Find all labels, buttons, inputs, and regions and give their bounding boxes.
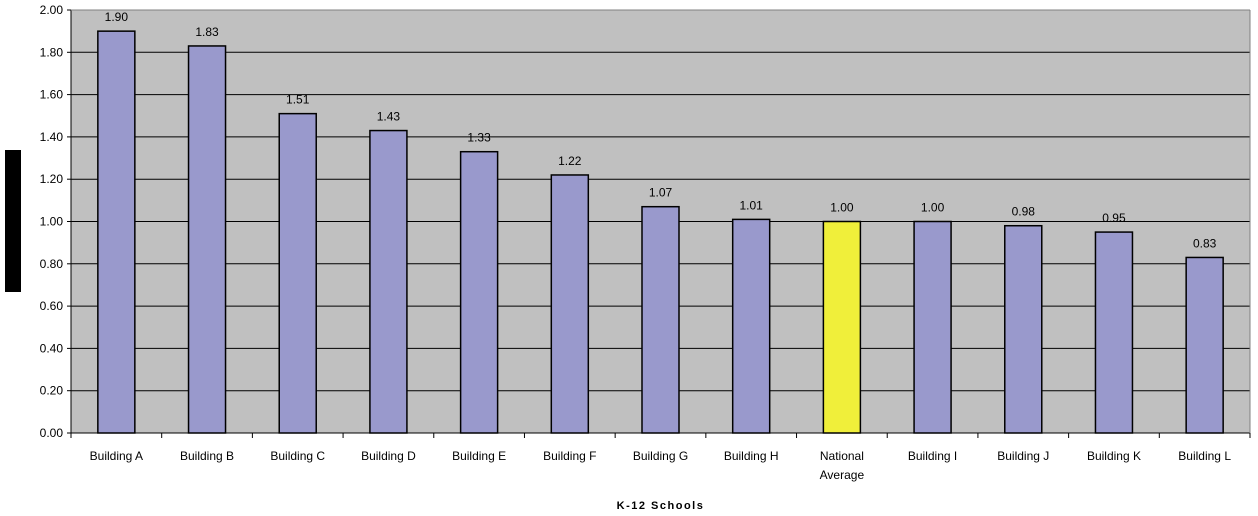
data-label: 1.51 (286, 93, 310, 107)
x-tick-label: Building E (452, 449, 506, 463)
y-tick-label: 1.00 (40, 215, 64, 229)
y-axis-ticks: 0.00 0.20 0.40 0.60 0.80 1.00 1.20 1.40 1.60 1.80… (40, 3, 71, 440)
y-tick-label: 0.00 (40, 426, 64, 440)
bar (459, 150, 499, 434)
bar (97, 30, 136, 434)
axes (70, 9, 1251, 434)
y-tick-label: 0.20 (40, 384, 64, 398)
bar (550, 174, 590, 434)
x-tick-label: Building D (361, 449, 416, 463)
y-tick-label: 1.20 (40, 172, 64, 186)
bar (278, 112, 317, 434)
x-tick-label: Building I (908, 449, 957, 463)
data-label: 1.90 (105, 10, 129, 24)
data-label: 1.00 (921, 201, 945, 215)
y-tick-label: 2.00 (40, 3, 64, 17)
y-tick-label: 1.60 (40, 88, 64, 102)
y-tick-label: 0.40 (40, 341, 64, 355)
bar (369, 129, 408, 434)
bars (97, 30, 1224, 434)
data-label: 1.33 (467, 131, 491, 145)
data-labels: 1.90 1.83 1.51 1.43 1.33 1.22 1.07 1.01 1.00 1.00… (105, 10, 1217, 250)
data-label: 0.95 (1102, 211, 1126, 225)
x-tick-label: Building F (543, 449, 596, 463)
bar (1185, 256, 1224, 434)
y-tick-label: 0.60 (40, 299, 64, 313)
x-tick-label: Building J (997, 449, 1049, 463)
data-label: 0.83 (1193, 236, 1217, 250)
x-tick-label: Building L (1178, 449, 1231, 463)
x-tick-label: National (820, 449, 864, 463)
data-label: 1.00 (830, 201, 854, 215)
x-tick-label: Building G (633, 449, 688, 463)
x-tick-label: Building H (724, 449, 779, 463)
x-tick-label: Building K (1087, 449, 1141, 463)
y-axis-title-box (5, 150, 21, 292)
x-tick-label: Average (820, 468, 865, 482)
x-axis-title: K-12 Schools (617, 500, 705, 512)
bar (913, 220, 952, 434)
bar (1094, 231, 1134, 434)
x-tick-label: Building C (270, 449, 325, 463)
x-axis-ticks: Building A Building B Building C Building D… (70, 433, 1251, 482)
data-label: 0.98 (1012, 205, 1036, 219)
x-tick-label: Building B (180, 449, 234, 463)
data-label: 1.83 (195, 25, 219, 39)
y-tick-label: 1.40 (40, 130, 64, 144)
data-label: 1.43 (377, 110, 401, 124)
bar (731, 218, 771, 434)
bar (641, 205, 680, 434)
bar (1004, 224, 1043, 434)
bar (822, 220, 862, 434)
y-tick-label: 0.80 (40, 257, 64, 271)
bar (187, 45, 227, 434)
data-label: 1.01 (740, 198, 764, 212)
data-label: 1.07 (649, 186, 673, 200)
data-label: 1.22 (558, 154, 582, 168)
y-tick-label: 1.80 (40, 45, 64, 59)
x-tick-label: Building A (90, 449, 143, 463)
